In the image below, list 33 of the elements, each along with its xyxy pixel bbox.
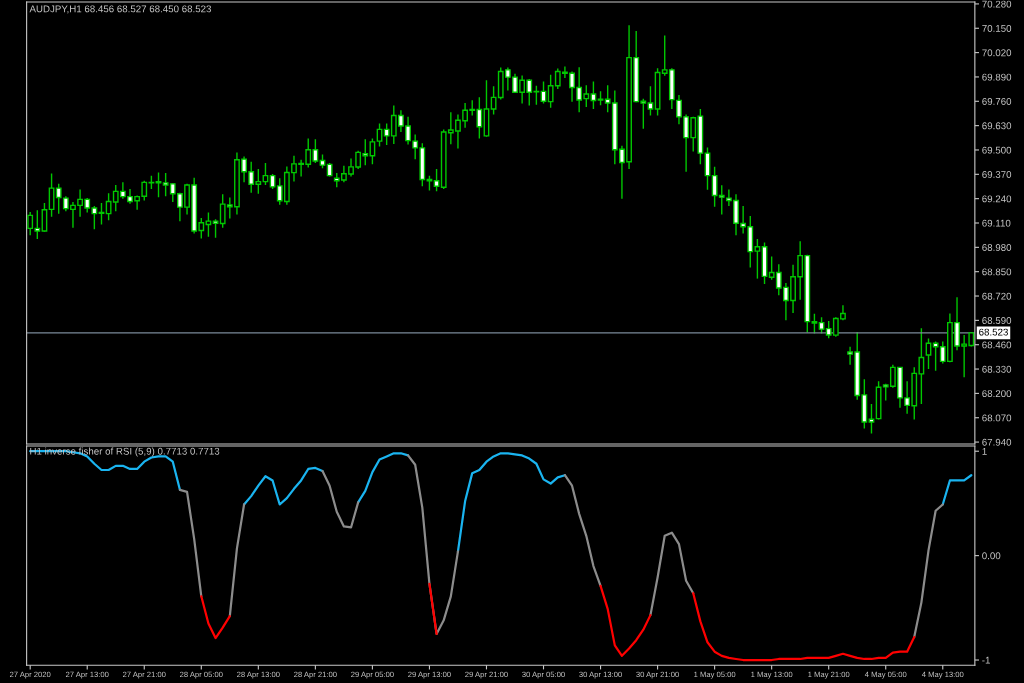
ref-line-label: 68.523 — [979, 328, 1008, 336]
y-tick-label: 68.590 — [982, 317, 1012, 324]
y-tick-label: 68.850 — [982, 268, 1012, 276]
chart-title: AUDJPY,H1 68.456 68.527 68.450 68.523 — [29, 5, 212, 14]
y-tick-label: 0.00 — [982, 552, 1001, 560]
y-tick-label: 70.150 — [982, 25, 1012, 32]
candlestick — [811, 313, 818, 335]
y-tick-label: 68.200 — [982, 390, 1012, 398]
y-tick-label: 69.240 — [982, 195, 1012, 203]
y-tick-label: 68.980 — [982, 244, 1012, 251]
candlestick — [647, 85, 654, 117]
y-tick-label: 69.370 — [982, 171, 1012, 178]
y-tick-label: 68.720 — [982, 292, 1012, 300]
y-tick-label: 68.460 — [982, 341, 1012, 349]
candlestick — [433, 168, 440, 193]
candlestick — [205, 211, 212, 238]
candlestick — [98, 202, 105, 226]
candlestick — [868, 403, 875, 435]
y-tick-label: 1 — [982, 448, 987, 455]
y-tick-label: 69.110 — [982, 219, 1011, 227]
candlestick — [155, 171, 162, 198]
y-tick-label: 67.940 — [982, 438, 1012, 446]
y-tick-label: 70.280 — [982, 0, 1012, 8]
y-tick-label: -1 — [982, 656, 990, 664]
y-tick-label: 69.760 — [982, 98, 1012, 105]
candlestick — [212, 218, 219, 239]
y-tick-label: 68.330 — [982, 365, 1012, 373]
y-tick-label: 70.020 — [982, 49, 1012, 57]
y-tick-label: 69.630 — [982, 122, 1012, 130]
y-tick-label: 69.500 — [982, 146, 1012, 154]
y-tick-label: 68.070 — [982, 414, 1012, 422]
y-tick-label: 69.890 — [982, 73, 1012, 81]
candlestick — [590, 80, 597, 110]
